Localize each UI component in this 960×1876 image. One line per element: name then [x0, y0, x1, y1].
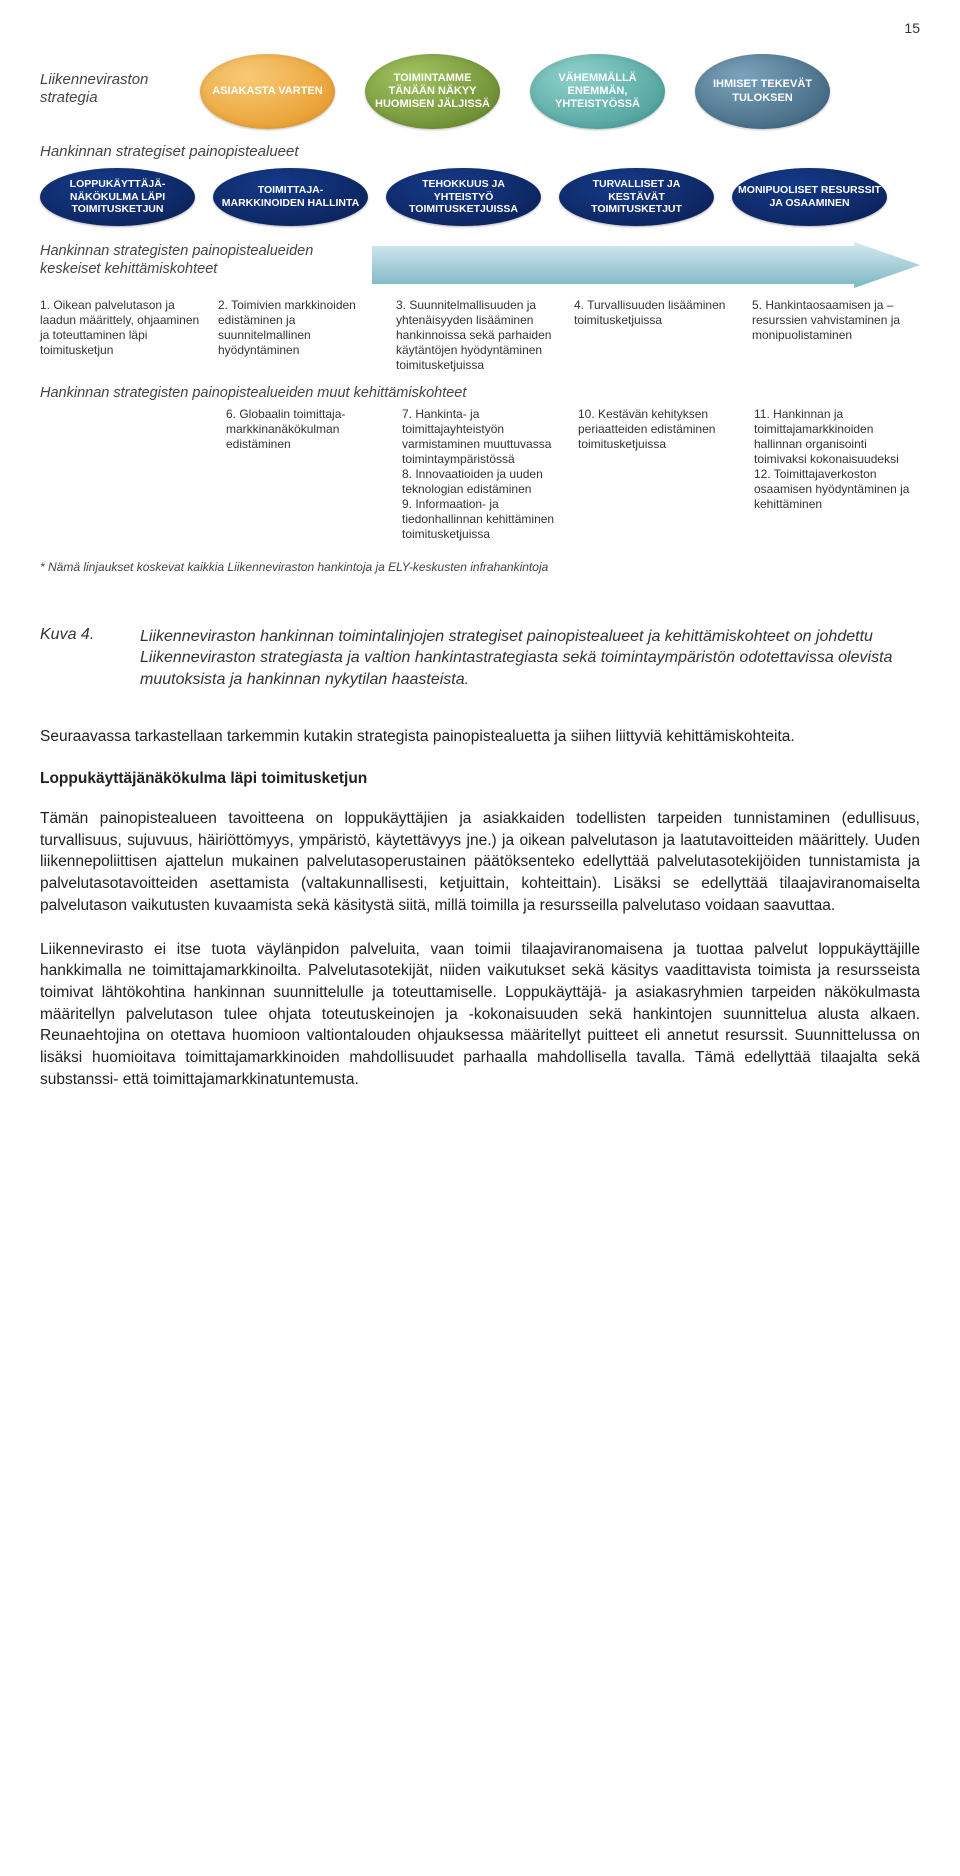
- oval-1: LOPPUKÄYTTÄJÄ-NÄKÖKULMA LÄPI TOIMITUSKET…: [40, 168, 195, 226]
- footnote: * Nämä linjaukset koskevat kaikkia Liike…: [40, 560, 920, 576]
- muut-col-6: 6. Globaalin toimittaja-markkinanäkökulm…: [226, 407, 392, 452]
- oval-2: TOIMITTAJA-MARKKINOIDEN HALLINTA: [213, 168, 368, 226]
- circle-3: VÄHEMMÄLLÄ ENEMMÄN, YHTEISTYÖSSÄ: [530, 54, 665, 129]
- section-heading: Loppukäyttäjänäkökulma läpi toimitusketj…: [40, 770, 920, 788]
- item-3: 3. Suunnitelmallisuuden ja yhtenäisyyden…: [396, 298, 564, 373]
- item-4: 4. Turvallisuuden lisääminen toimitusket…: [574, 298, 742, 328]
- item-2: 2. Toimivien markkinoiden edistäminen ja…: [218, 298, 386, 358]
- muut-col-789: 7. Hankinta- ja toimittajayhteistyön var…: [402, 407, 568, 542]
- strategy-row: Liikenneviraston strategia ASIAKASTA VAR…: [40, 54, 920, 129]
- item-5: 5. Hankintaosaamisen ja –resurssien vahv…: [752, 298, 920, 343]
- page-number: 15: [40, 20, 920, 36]
- muut-col-1112: 11. Hankinnan ja toimittajamarkkinoiden …: [754, 407, 920, 512]
- item-1: 1. Oikean palvelutason ja laadun määritt…: [40, 298, 208, 358]
- big-arrow: [372, 242, 920, 288]
- muut-grid: 6. Globaalin toimittaja-markkinanäkökulm…: [40, 407, 920, 542]
- arrow-row: Hankinnan strategisten painopistealueide…: [40, 242, 920, 288]
- muut-heading: Hankinnan strategisten painopistealueide…: [40, 385, 920, 401]
- oval-row: LOPPUKÄYTTÄJÄ-NÄKÖKULMA LÄPI TOIMITUSKET…: [40, 168, 920, 226]
- strategy-label: Liikenneviraston strategia: [40, 71, 170, 107]
- kuva-label: Kuva 4.: [40, 626, 110, 644]
- oval-4: TURVALLISET JA KESTÄVÄT TOIMITUSKETJUT: [559, 168, 714, 226]
- oval-3: TEHOKKUUS JA YHTEISTYÖ TOIMITUSKETJUISSA: [386, 168, 541, 226]
- paragraph-2: Tämän painopistealueen tavoitteena on lo…: [40, 808, 920, 916]
- oval-5: MONIPUOLISET RESURSSIT JA OSAAMINEN: [732, 168, 887, 226]
- circle-2: TOIMINTAMME TÄNÄÄN NÄKYY HUOMISEN JÄLJIS…: [365, 54, 500, 129]
- circle-4: IHMISET TEKEVÄT TULOKSEN: [695, 54, 830, 129]
- arrow-label: Hankinnan strategisten painopistealueide…: [40, 242, 360, 278]
- kuva-text: Liikenneviraston hankinnan toimintalinjo…: [140, 626, 920, 691]
- paragraph-3: Liikennevirasto ei itse tuota väylänpido…: [40, 939, 920, 1091]
- five-items: 1. Oikean palvelutason ja laadun määritt…: [40, 298, 920, 373]
- muut-col-10: 10. Kestävän kehityksen periaatteiden ed…: [578, 407, 744, 452]
- paragraph-1: Seuraavassa tarkastellaan tarkemmin kuta…: [40, 726, 920, 748]
- kuva-row: Kuva 4. Liikenneviraston hankinnan toimi…: [40, 626, 920, 691]
- sub-heading-painopiste: Hankinnan strategiset painopistealueet: [40, 143, 920, 160]
- circle-1: ASIAKASTA VARTEN: [200, 54, 335, 129]
